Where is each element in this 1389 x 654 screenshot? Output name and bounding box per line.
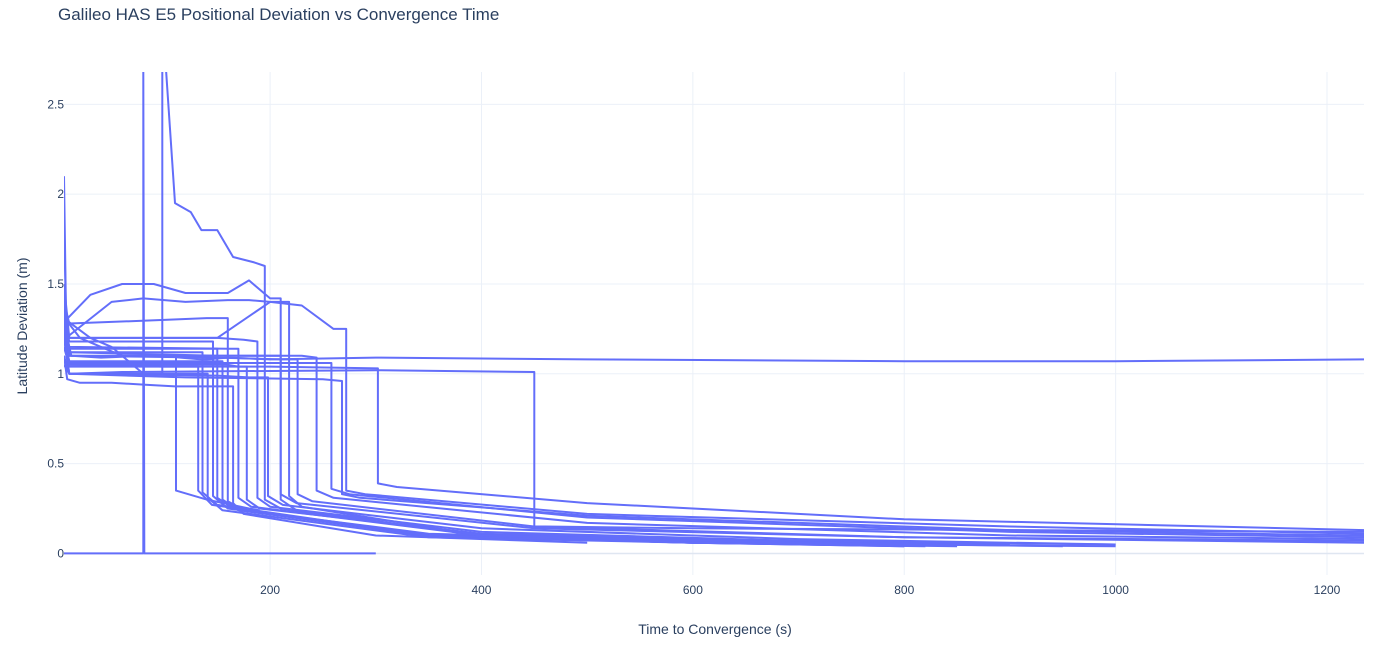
y-tick-label: 1: [57, 367, 64, 381]
x-tick-label: 400: [471, 583, 491, 597]
x-tick-label: 1200: [1314, 583, 1341, 597]
y-tick-label: 0.5: [47, 457, 64, 471]
series-line-5: [64, 337, 1364, 537]
series-line-18: [64, 355, 905, 548]
series-line-25: [64, 72, 376, 555]
y-tick-label: 0: [57, 546, 64, 560]
y-tick-label: 1.5: [47, 277, 64, 291]
series-line-21: [64, 72, 1116, 548]
plot-traces: [64, 72, 1364, 555]
series-line-4: [64, 283, 1364, 535]
y-tick-label: 2.5: [47, 97, 64, 111]
x-tick-label: 200: [260, 583, 280, 597]
y-axis-ticks: 0 0.5 1 1.5 2 2.5: [47, 97, 64, 560]
chart-title: Galileo HAS E5 Positional Deviation vs C…: [58, 5, 499, 24]
series-line-23: [64, 297, 1063, 548]
x-tick-label: 800: [894, 583, 914, 597]
x-tick-label: 1000: [1102, 583, 1129, 597]
series-line-12: [64, 337, 1010, 546]
series-line-24: [64, 176, 260, 512]
series-line-1: [64, 292, 1364, 363]
x-tick-label: 600: [683, 583, 703, 597]
x-axis-ticks: 200 400 600 800 1000 1200: [260, 583, 1341, 597]
series-line-26: [64, 355, 588, 544]
series-line-22: [64, 279, 958, 548]
y-axis-title: Latitude Deviation (m): [14, 258, 30, 395]
series-line-13: [64, 319, 905, 546]
x-axis-title: Time to Convergence (s): [638, 621, 792, 637]
y-tick-label: 2: [57, 187, 64, 201]
